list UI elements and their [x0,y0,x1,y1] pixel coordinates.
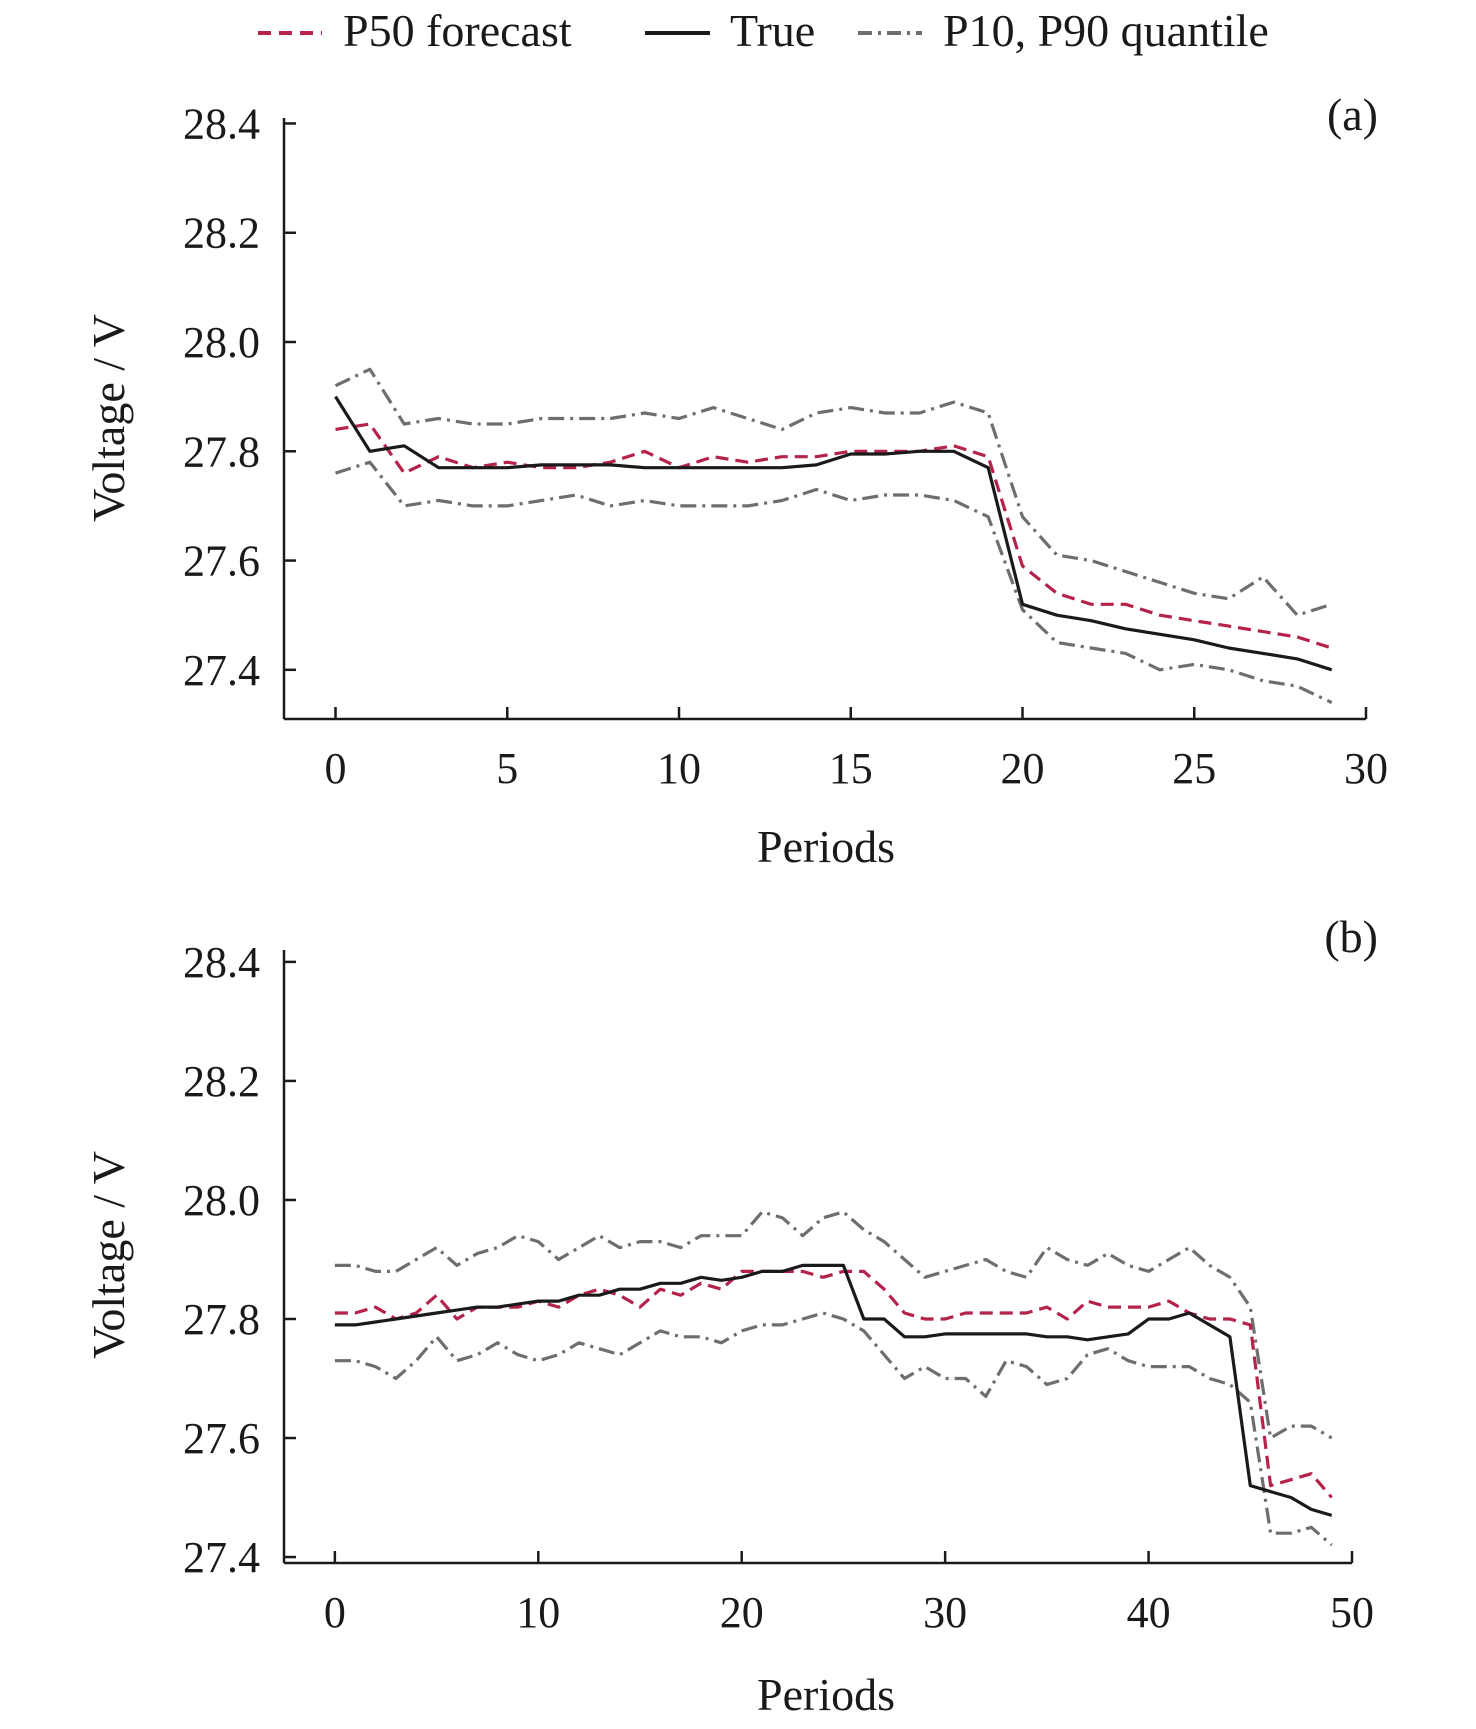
legend: P50 forecast True P10, P90 quantile [258,5,1269,56]
x-tick-label-a: 20 [1001,744,1045,793]
x-tick-label-a: 15 [829,744,873,793]
y-tick-label-a: 28.2 [183,209,260,258]
axes-a: 27.4 27.6 27.8 28.0 28.2 28.4 0 5 10 15 20 25 30 [183,99,1388,793]
x-tick-label-a: 10 [657,744,701,793]
x-axis-title-a: Periods [757,821,895,872]
chart-panel-a: 27.4 27.6 27.8 28.0 28.2 28.4 0 5 10 15 20 25 30 (a)… [83,89,1388,872]
axes-b: 27.4 27.6 27.8 28.0 28.2 28.4 0 10 20 30 40 50 [183,938,1374,1637]
y-tick-label-a: 27.6 [183,537,260,586]
panel-label-b: (b) [1324,911,1378,962]
y-tick-label-b: 28.4 [183,938,260,987]
x-tick-label-a: 30 [1344,744,1388,793]
y-tick-label-a: 28.0 [183,318,260,367]
series-p50-line-a [335,422,1333,650]
x-tick-label-a: 5 [496,744,518,793]
x-tick-label-b: 10 [516,1588,560,1637]
y-tick-label-b: 27.4 [183,1533,260,1582]
legend-quantile-label: P10, P90 quantile [943,5,1269,56]
y-tick-label-b: 27.6 [183,1414,260,1463]
series-p90-line-a [334,367,1333,617]
series-true-line-a [334,395,1333,672]
x-axis-title-b: Periods [757,1669,895,1720]
y-axis-title-b: Voltage / V [83,1151,134,1359]
y-tick-label-a: 27.4 [183,646,260,695]
series-p10-line-b [334,1311,1333,1547]
y-tick-label-b: 28.0 [183,1176,260,1225]
x-tick-label-a: 25 [1172,744,1216,793]
y-tick-label-a: 28.4 [183,99,260,148]
x-tick-label-b: 30 [923,1588,967,1637]
chart-panel-b: 27.427.627.828.028.228.40 10 20 30 40 50 (b) … [83,911,1378,1720]
series-p10-line-a [335,460,1333,705]
legend-p50-label: P50 forecast [343,5,572,56]
panel-label-a: (a) [1327,89,1378,140]
y-tick-label-b: 28.2 [183,1057,260,1106]
legend-true-label: True [730,5,815,56]
y-axis-title-a: Voltage / V [83,314,134,522]
series-layer-a [334,367,1333,705]
x-tick-label-a: 0 [325,744,347,793]
series-true-line-b [334,1263,1333,1517]
x-tick-label-b: 0 [324,1588,346,1637]
series-layer-b [334,1210,1333,1547]
x-tick-label-b: 40 [1127,1588,1171,1637]
x-tick-label-b: 20 [720,1588,764,1637]
y-tick-label-b: 27.8 [183,1295,260,1344]
series-p90-line-b [334,1210,1333,1440]
x-tick-label-b: 50 [1330,1588,1374,1637]
series-p50-line-b [334,1269,1333,1499]
y-tick-label-a: 27.8 [183,427,260,476]
